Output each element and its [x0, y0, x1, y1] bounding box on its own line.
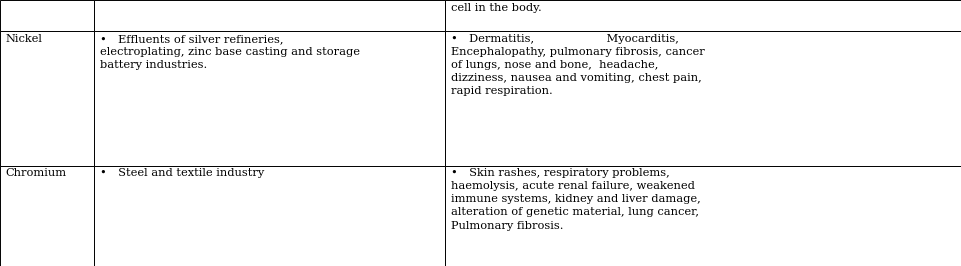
- Bar: [94, 166, 445, 266]
- Text: • Skin rashes, respiratory problems,
haemolysis, acute renal failure, weakened
i: • Skin rashes, respiratory problems, hae…: [451, 168, 701, 231]
- Bar: [445, 166, 961, 266]
- Text: Nickel: Nickel: [6, 34, 42, 44]
- Text: • Steel and textile industry: • Steel and textile industry: [100, 168, 264, 178]
- Text: • Dermatitis,                    Myocarditis,
Encephalopathy, pulmonary fibrosis: • Dermatitis, Myocarditis, Encephalopath…: [451, 34, 704, 96]
- Bar: [445, 31, 961, 166]
- Bar: [94, 31, 445, 166]
- Bar: [94, 0, 445, 31]
- Bar: [0, 31, 94, 166]
- Bar: [0, 166, 94, 266]
- Bar: [0, 0, 94, 31]
- Bar: [445, 0, 961, 31]
- Text: Chromium: Chromium: [6, 168, 67, 178]
- Text: cell in the body.: cell in the body.: [451, 3, 541, 13]
- Text: • Effluents of silver refineries,
electroplating, zinc base casting and storage
: • Effluents of silver refineries, electr…: [100, 34, 359, 70]
